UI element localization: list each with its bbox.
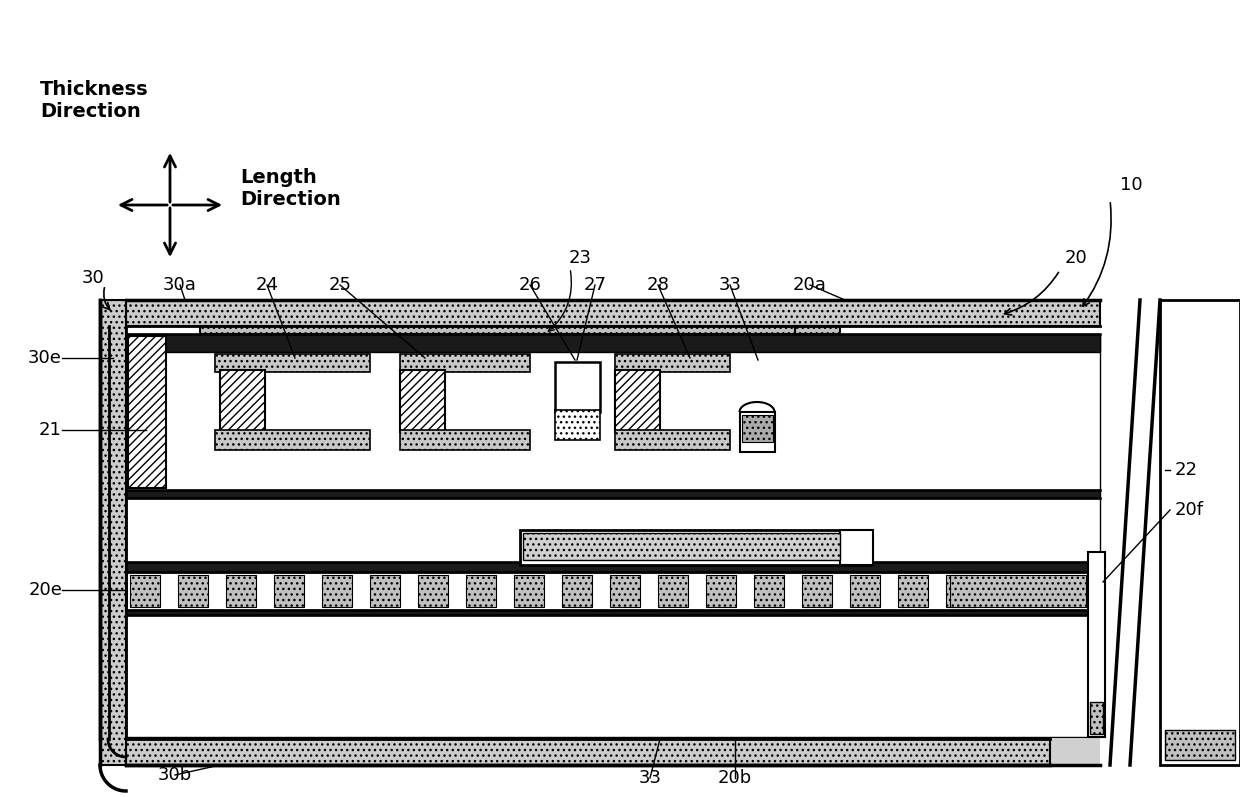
Text: 26: 26 xyxy=(518,276,542,294)
Bar xyxy=(615,354,730,372)
Text: 25: 25 xyxy=(329,276,351,294)
Bar xyxy=(898,575,928,607)
Bar xyxy=(126,300,1100,326)
Text: 30: 30 xyxy=(82,269,104,287)
Text: 20e: 20e xyxy=(29,581,62,599)
Bar xyxy=(126,334,1100,490)
Bar xyxy=(802,575,832,607)
Bar xyxy=(219,370,265,432)
Bar xyxy=(126,498,1100,562)
Text: Thickness
Direction: Thickness Direction xyxy=(40,80,149,121)
Bar xyxy=(100,300,1100,765)
Bar xyxy=(754,575,784,607)
Bar xyxy=(849,575,880,607)
Bar xyxy=(401,430,529,450)
Bar xyxy=(126,490,1100,498)
Bar xyxy=(215,354,370,372)
Bar xyxy=(401,354,529,372)
Bar xyxy=(126,334,1100,352)
Bar xyxy=(130,575,160,607)
Bar xyxy=(1159,300,1240,765)
Bar xyxy=(466,575,496,607)
Bar xyxy=(520,530,870,565)
Text: 21: 21 xyxy=(40,421,62,439)
Bar xyxy=(515,575,544,607)
Bar xyxy=(610,575,640,607)
Text: 33: 33 xyxy=(718,276,742,294)
Text: 30a: 30a xyxy=(164,276,197,294)
Bar xyxy=(126,334,1100,490)
Text: 20: 20 xyxy=(1065,249,1087,267)
Text: 20f: 20f xyxy=(1176,501,1204,519)
Text: 33: 33 xyxy=(639,769,661,787)
Text: 28: 28 xyxy=(646,276,670,294)
Bar xyxy=(322,575,352,607)
Bar xyxy=(556,410,600,440)
Bar xyxy=(200,326,820,334)
Bar xyxy=(126,498,1100,562)
Bar xyxy=(742,415,773,442)
Bar xyxy=(418,575,448,607)
Bar xyxy=(740,412,775,452)
Bar xyxy=(946,575,976,607)
Text: 20a: 20a xyxy=(794,276,827,294)
Bar xyxy=(370,575,401,607)
Bar xyxy=(401,370,445,432)
Bar xyxy=(179,575,208,607)
Text: 30e: 30e xyxy=(29,349,62,367)
Bar xyxy=(1090,702,1104,734)
Bar xyxy=(274,575,304,607)
Text: 20b: 20b xyxy=(718,769,753,787)
Bar xyxy=(100,300,126,765)
Bar xyxy=(523,533,839,560)
Bar xyxy=(126,562,1100,572)
Bar xyxy=(226,575,255,607)
Text: 23: 23 xyxy=(568,249,591,267)
Bar xyxy=(615,370,660,432)
Bar xyxy=(658,575,688,607)
Bar xyxy=(615,430,730,450)
Bar xyxy=(126,572,1090,610)
Text: 30b: 30b xyxy=(157,766,192,784)
Bar xyxy=(126,608,1100,615)
Bar xyxy=(126,326,1100,739)
Text: 22: 22 xyxy=(1176,461,1198,479)
Bar xyxy=(950,575,1086,607)
Bar xyxy=(795,326,839,334)
Bar xyxy=(126,739,1050,765)
Text: 27: 27 xyxy=(584,276,606,294)
Bar xyxy=(562,575,591,607)
Bar xyxy=(839,530,873,565)
Text: 24: 24 xyxy=(255,276,279,294)
Bar xyxy=(556,362,600,412)
Bar xyxy=(1166,730,1235,760)
Bar xyxy=(1162,302,1238,763)
Bar xyxy=(126,615,1100,737)
Text: Length
Direction: Length Direction xyxy=(241,167,341,209)
Bar xyxy=(1087,552,1105,737)
Bar xyxy=(215,430,370,450)
Bar xyxy=(126,615,1100,737)
Bar xyxy=(706,575,737,607)
Bar xyxy=(128,336,166,488)
Text: 10: 10 xyxy=(1120,176,1142,194)
